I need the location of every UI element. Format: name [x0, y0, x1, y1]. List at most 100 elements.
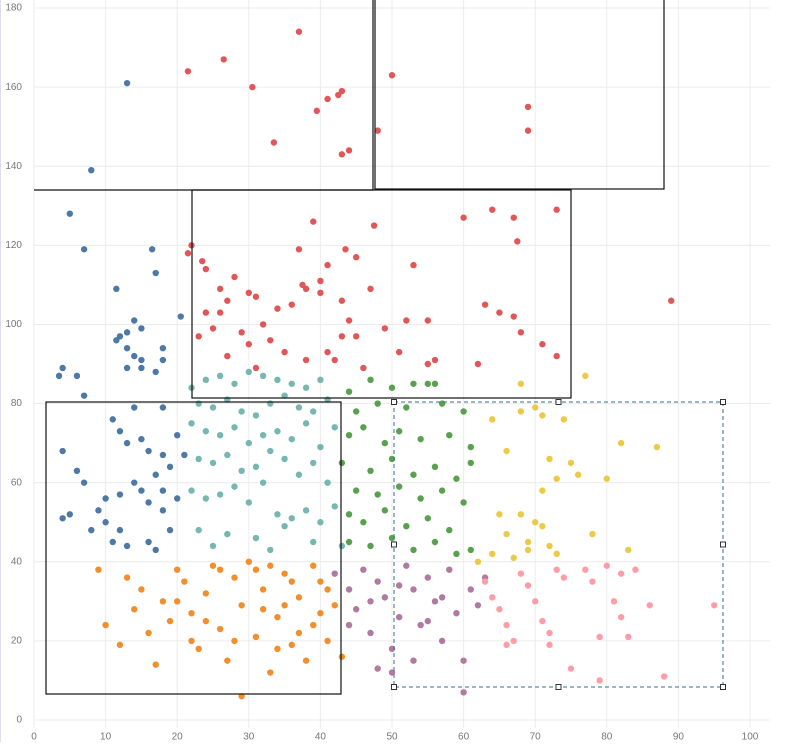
point [245, 341, 252, 348]
point [370, 222, 378, 229]
point [95, 566, 102, 573]
point [188, 610, 195, 617]
point [274, 645, 281, 652]
point [138, 356, 145, 364]
point [317, 376, 324, 384]
point [310, 621, 317, 629]
selection-handles[interactable] [391, 399, 726, 690]
point [345, 317, 353, 324]
point [546, 455, 553, 463]
x-tick-label: 60 [458, 732, 470, 742]
point [317, 277, 324, 285]
point [395, 582, 403, 589]
point [324, 479, 331, 486]
point [274, 428, 281, 435]
handle[interactable] [720, 399, 726, 405]
point [345, 147, 353, 154]
point [95, 507, 102, 514]
point [252, 633, 260, 641]
point [539, 487, 546, 494]
point [252, 566, 260, 573]
point [195, 645, 202, 652]
point [267, 447, 274, 455]
point [302, 356, 310, 364]
point [324, 637, 331, 645]
point [596, 633, 603, 641]
point [238, 693, 245, 700]
point [345, 511, 353, 518]
point [88, 166, 95, 174]
point [496, 606, 503, 613]
point [539, 341, 546, 348]
y-tick-label: 80 [11, 398, 23, 409]
point [270, 139, 278, 146]
handle[interactable] [391, 684, 397, 690]
point [267, 546, 274, 554]
point [159, 404, 167, 411]
point [116, 428, 124, 435]
point [338, 87, 346, 95]
point [460, 689, 467, 696]
point [653, 443, 661, 451]
point [259, 432, 267, 439]
point [159, 451, 167, 459]
point [102, 519, 109, 526]
point [360, 566, 367, 573]
point [195, 333, 202, 340]
point [489, 416, 496, 423]
point [331, 424, 338, 431]
point [539, 522, 546, 530]
point [438, 400, 446, 407]
point [274, 613, 281, 621]
point [331, 570, 338, 577]
y-tick-label: 0 [16, 715, 22, 726]
point [460, 499, 467, 506]
point [546, 641, 553, 649]
point [431, 356, 439, 364]
point [474, 360, 482, 368]
handle[interactable] [720, 541, 726, 548]
point [431, 380, 439, 387]
point [131, 317, 138, 324]
point [331, 602, 338, 609]
selection-box [374, 0, 665, 190]
point [567, 665, 575, 672]
point [216, 432, 224, 439]
ticks: 0 20 40 60 80 100 120 140 160 180 0 10 20 30 40 50 60 70 8… [5, 3, 758, 743]
point [431, 538, 439, 546]
point [338, 542, 346, 550]
point [231, 424, 238, 431]
point [567, 459, 575, 467]
handle[interactable] [391, 541, 397, 548]
point [88, 526, 95, 534]
point [395, 428, 403, 435]
point [252, 463, 260, 471]
handle[interactable] [720, 684, 726, 690]
point [646, 602, 653, 609]
point [159, 356, 167, 364]
point [345, 432, 353, 439]
point [625, 546, 632, 554]
grid [0, 0, 770, 742]
point [55, 372, 63, 380]
point [338, 459, 346, 467]
handle[interactable] [391, 399, 397, 405]
point [374, 127, 381, 134]
point [245, 499, 252, 506]
point [166, 526, 174, 534]
point [152, 546, 159, 554]
point [553, 206, 560, 213]
point [711, 602, 718, 609]
point [202, 495, 210, 502]
handle[interactable] [555, 684, 562, 690]
point [496, 309, 503, 316]
point [302, 420, 310, 427]
y-tick-label: 100 [5, 319, 22, 330]
x-tick-label: 10 [100, 732, 112, 742]
point [324, 261, 331, 269]
handle[interactable] [555, 399, 562, 405]
point [231, 637, 238, 645]
point [438, 594, 446, 601]
point [216, 372, 224, 380]
point [345, 538, 353, 546]
